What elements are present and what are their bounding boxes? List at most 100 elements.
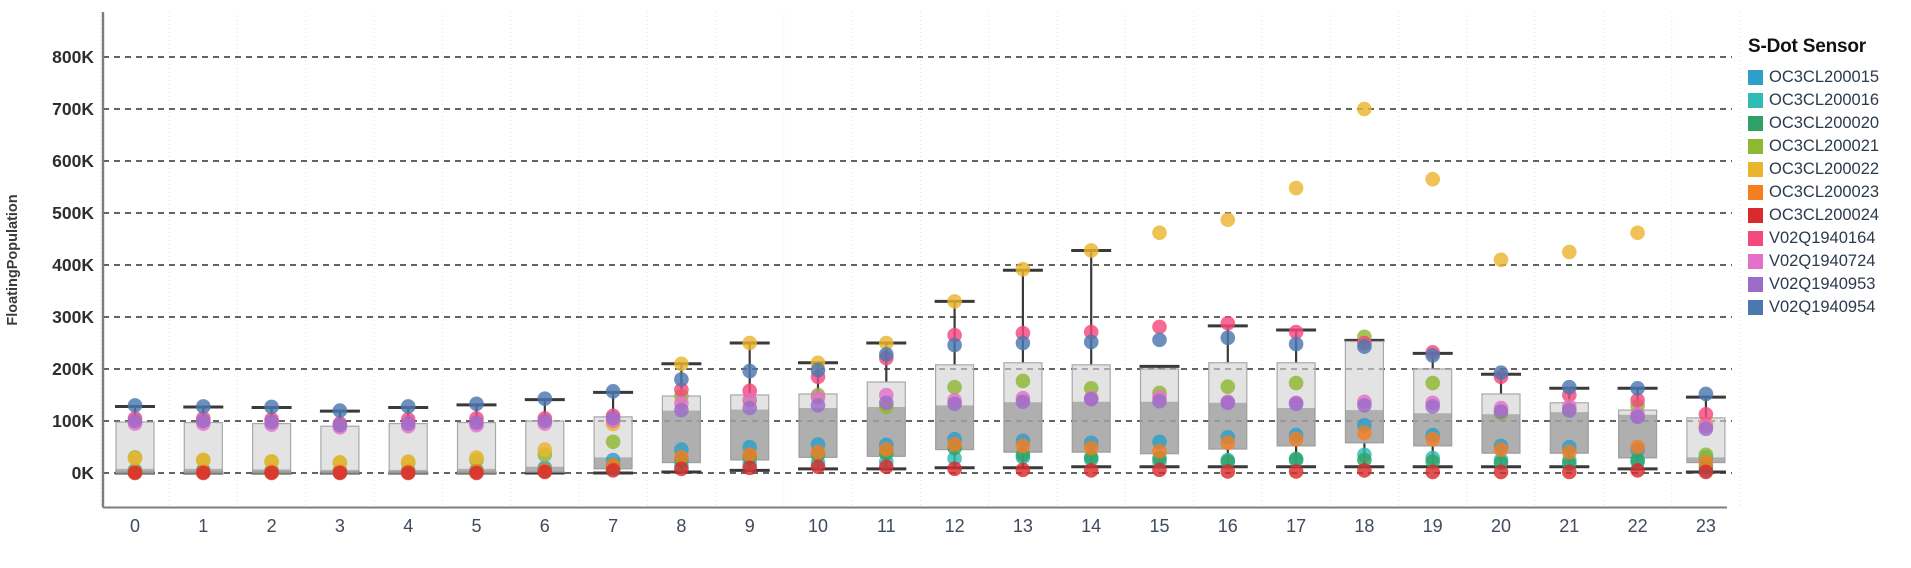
legend-item-V02Q1940954[interactable]: V02Q1940954 [1748,296,1911,319]
point-OC3CL200016-hour-12[interactable] [947,451,962,466]
point-OC3CL200022-hour-9[interactable] [742,335,757,351]
point-OC3CL200021-hour-7[interactable] [605,434,621,450]
point-V02Q1940953-hour-14[interactable] [1083,391,1099,407]
point-OC3CL200021-hour-12[interactable] [947,379,962,395]
point-OC3CL200024-hour-2[interactable] [264,465,279,481]
point-V02Q1940954-hour-0[interactable] [127,398,143,413]
point-V02Q1940954-hour-4[interactable] [400,399,416,414]
point-V02Q1940953-hour-9[interactable] [742,400,757,416]
point-OC3CL200022-hour-5[interactable] [469,450,484,465]
point-OC3CL200020-hour-18[interactable] [1357,452,1372,468]
point-V02Q1940954-hour-14[interactable] [1083,334,1099,350]
point-V02Q1940953-hour-15[interactable] [1152,393,1167,409]
point-V02Q1940953-hour-22[interactable] [1630,409,1645,425]
point-OC3CL200023-hour-12[interactable] [947,437,962,452]
point-OC3CL200024-hour-14[interactable] [1083,463,1099,478]
point-V02Q1940953-hour-17[interactable] [1288,396,1304,412]
point-OC3CL200024-hour-3[interactable] [332,465,348,481]
point-V02Q1940954-hour-7[interactable] [605,384,621,399]
point-OC3CL200020-hour-22[interactable] [1630,452,1645,468]
point-OC3CL200024-hour-11[interactable] [879,459,894,475]
point-V02Q1940954-hour-12[interactable] [947,337,962,353]
point-V02Q1940953-hour-16[interactable] [1220,395,1236,411]
legend-item-V02Q1940724[interactable]: V02Q1940724 [1748,250,1911,273]
point-OC3CL200024-hour-21[interactable] [1562,464,1577,480]
point-OC3CL200024-hour-23[interactable] [1698,464,1714,480]
point-OC3CL200022-hour-21[interactable] [1562,244,1577,260]
point-V02Q1940953-hour-23[interactable] [1698,421,1714,437]
legend-item-OC3CL200022[interactable]: OC3CL200022 [1748,158,1911,181]
point-V02Q1940164-hour-23[interactable] [1698,406,1714,422]
point-OC3CL200024-hour-20[interactable] [1493,464,1509,480]
point-V02Q1940954-hour-1[interactable] [196,399,211,414]
point-OC3CL200023-hour-20[interactable] [1493,442,1509,457]
point-OC3CL200023-hour-22[interactable] [1630,439,1645,455]
point-OC3CL200024-hour-7[interactable] [605,463,621,478]
point-OC3CL200023-hour-17[interactable] [1288,431,1304,447]
point-V02Q1940954-hour-19[interactable] [1425,348,1440,363]
point-OC3CL200023-hour-15[interactable] [1152,443,1167,459]
point-V02Q1940954-hour-20[interactable] [1493,365,1509,380]
point-V02Q1940954-hour-9[interactable] [742,363,757,379]
point-V02Q1940953-hour-10[interactable] [810,398,826,413]
point-OC3CL200023-hour-8[interactable] [674,450,689,465]
point-OC3CL200021-hour-16[interactable] [1220,379,1236,394]
point-V02Q1940954-hour-10[interactable] [810,362,826,378]
point-OC3CL200022-hour-14[interactable] [1083,243,1099,258]
point-OC3CL200022-hour-19[interactable] [1425,171,1440,187]
point-OC3CL200022-hour-0[interactable] [127,451,143,466]
point-OC3CL200020-hour-17[interactable] [1288,451,1304,467]
point-V02Q1940164-hour-15[interactable] [1152,319,1167,335]
point-OC3CL200023-hour-16[interactable] [1220,435,1236,451]
point-OC3CL200024-hour-18[interactable] [1357,463,1372,478]
point-OC3CL200022-hour-22[interactable] [1630,225,1645,241]
point-V02Q1940954-hour-22[interactable] [1630,380,1645,396]
point-OC3CL200022-hour-12[interactable] [947,294,962,309]
point-V02Q1940954-hour-17[interactable] [1288,336,1304,352]
point-OC3CL200022-hour-8[interactable] [674,356,689,372]
point-V02Q1940164-hour-8[interactable] [674,382,689,398]
point-V02Q1940953-hour-0[interactable] [127,413,143,429]
point-OC3CL200022-hour-18[interactable] [1357,101,1372,117]
point-OC3CL200024-hour-6[interactable] [537,464,553,480]
point-OC3CL200023-hour-13[interactable] [1015,438,1031,454]
point-OC3CL200021-hour-19[interactable] [1425,375,1440,391]
point-OC3CL200022-hour-15[interactable] [1152,225,1167,241]
point-OC3CL200022-hour-6[interactable] [537,442,553,457]
point-OC3CL200021-hour-13[interactable] [1015,373,1031,389]
legend-item-V02Q1940164[interactable]: V02Q1940164 [1748,227,1911,250]
point-OC3CL200020-hour-19[interactable] [1425,454,1440,469]
point-OC3CL200023-hour-11[interactable] [879,442,894,457]
legend-item-OC3CL200020[interactable]: OC3CL200020 [1748,112,1911,135]
point-V02Q1940954-hour-16[interactable] [1220,330,1236,346]
point-V02Q1940954-hour-13[interactable] [1015,335,1031,351]
point-V02Q1940953-hour-3[interactable] [332,417,348,433]
point-OC3CL200024-hour-19[interactable] [1425,464,1440,480]
point-V02Q1940953-hour-18[interactable] [1357,398,1372,413]
point-V02Q1940953-hour-2[interactable] [264,414,279,430]
point-OC3CL200024-hour-13[interactable] [1015,462,1031,478]
point-OC3CL200024-hour-9[interactable] [742,460,757,476]
point-V02Q1940954-hour-8[interactable] [674,372,689,387]
point-OC3CL200024-hour-22[interactable] [1630,463,1645,478]
point-V02Q1940953-hour-8[interactable] [674,402,689,418]
point-V02Q1940954-hour-3[interactable] [332,403,348,418]
point-OC3CL200024-hour-15[interactable] [1152,462,1167,478]
point-OC3CL200023-hour-10[interactable] [810,444,826,460]
point-V02Q1940953-hour-4[interactable] [400,416,416,431]
point-OC3CL200022-hour-17[interactable] [1288,180,1304,196]
point-V02Q1940953-hour-1[interactable] [196,413,211,429]
point-V02Q1940954-hour-21[interactable] [1562,379,1577,395]
point-OC3CL200024-hour-5[interactable] [469,465,484,481]
point-V02Q1940953-hour-19[interactable] [1425,399,1440,414]
legend-item-OC3CL200015[interactable]: OC3CL200015 [1748,66,1911,89]
point-V02Q1940164-hour-17[interactable] [1288,324,1304,340]
point-V02Q1940954-hour-11[interactable] [879,347,894,362]
point-V02Q1940953-hour-5[interactable] [469,415,484,430]
point-V02Q1940953-hour-6[interactable] [537,413,553,429]
point-V02Q1940954-hour-23[interactable] [1698,386,1714,402]
point-V02Q1940953-hour-12[interactable] [947,396,962,412]
point-V02Q1940953-hour-11[interactable] [879,395,894,411]
legend-item-V02Q1940953[interactable]: V02Q1940953 [1748,273,1911,296]
point-V02Q1940954-hour-5[interactable] [469,396,484,412]
